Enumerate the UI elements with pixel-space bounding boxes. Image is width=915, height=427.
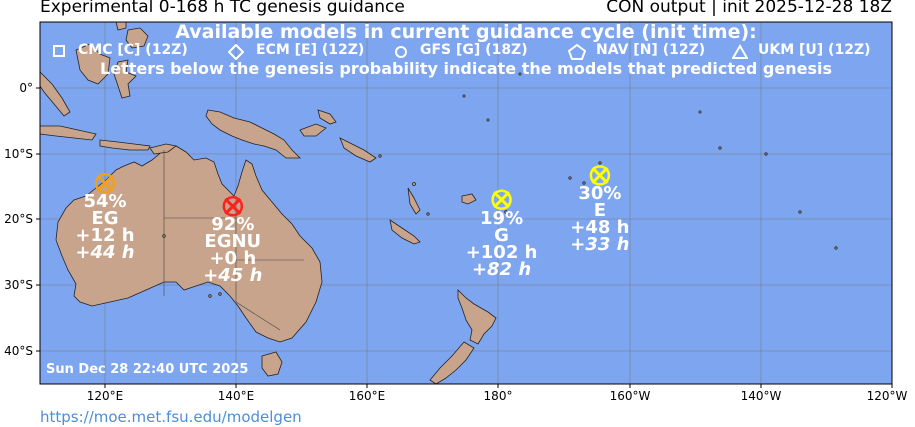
genesis-marker-ring — [94, 173, 116, 194]
sulawesi — [113, 59, 137, 99]
genesis-marker-cross — [224, 197, 242, 215]
genesis-system-label: 54% EG +12 h +44 h — [75, 191, 135, 264]
timestamp: Sun Dec 28 22:40 UTC 2025 — [46, 362, 249, 377]
solomons — [339, 137, 377, 163]
title-right: CON output | init 2025-12-28 18Z — [606, 0, 892, 17]
legend-label: UKM [U] (12Z) — [758, 42, 871, 58]
sumatra — [39, 71, 71, 117]
lon-label: 140°E — [217, 389, 255, 403]
map-frame — [39, 21, 893, 385]
genesis-marker-ring — [222, 196, 244, 217]
genesis-marker-cross — [96, 174, 114, 192]
genesis-markers — [94, 165, 611, 217]
genesis-probability: 92% — [211, 214, 255, 236]
genesis-marker-cross — [591, 166, 609, 184]
pentagon-icon — [568, 44, 586, 60]
lon-label: 160°E — [348, 389, 386, 403]
java — [39, 125, 97, 141]
genesis-lead-time: +0 h — [209, 248, 257, 270]
lon-label: 140°W — [740, 389, 782, 403]
genesis-lead-time-alt: +82 h — [471, 258, 532, 280]
genesis-lead-time-alt: +33 h — [570, 234, 630, 256]
vanuatu — [407, 187, 421, 215]
genesis-models: E — [593, 200, 607, 222]
banner-heading: Available models in current guidance cyc… — [175, 21, 757, 43]
new-britain — [299, 123, 327, 137]
title-left: Experimental 0-168 h TC genesis guidance — [40, 0, 405, 17]
legend-label: ECM [E] (12Z) — [256, 42, 365, 58]
genesis-lead-time: +12 h — [75, 225, 135, 247]
genesis-marker-ring — [589, 165, 611, 186]
nz-south — [429, 341, 475, 385]
new-caledonia — [389, 219, 421, 245]
lat-label: 10°S — [4, 147, 33, 161]
circle-icon — [395, 46, 407, 58]
lon-label: 120°W — [866, 389, 908, 403]
lon-label: 180° — [483, 389, 513, 403]
genesis-lead-time: +48 h — [570, 217, 630, 239]
genesis-models: EG — [91, 208, 119, 230]
triangle-icon — [732, 44, 748, 59]
genesis-probability: 30% — [578, 183, 622, 205]
new-guinea — [205, 109, 301, 159]
genesis-marker-cross — [493, 191, 511, 209]
genesis-lead-time: +102 h — [465, 241, 538, 263]
lat-label: 30°S — [4, 278, 33, 292]
timor — [149, 143, 177, 155]
small-islands — [162, 72, 838, 298]
australia — [55, 145, 323, 343]
square-icon — [53, 45, 65, 57]
lesser-sunda — [99, 139, 151, 151]
genesis-models: EGNU — [204, 231, 262, 253]
genesis-probability: 19% — [480, 207, 524, 229]
landmasses — [39, 21, 497, 385]
lat-label: 40°S — [4, 344, 33, 358]
genesis-lead-time-alt: +45 h — [203, 265, 263, 287]
legend-label: NAV [N] (12Z) — [596, 42, 706, 58]
lon-label: 160°W — [609, 389, 651, 403]
fiji — [461, 193, 477, 205]
legend-label: GFS [G] (18Z) — [420, 42, 528, 58]
nz-north — [457, 289, 497, 345]
genesis-system-label: 92% EGNU +0 h +45 h — [203, 214, 263, 287]
genesis-system-label: 30% E +48 h +33 h — [570, 183, 630, 256]
source-link[interactable]: https://moe.met.fsu.edu/modelgen — [40, 408, 302, 426]
lon-label: 120°E — [86, 389, 124, 403]
new-ireland — [317, 109, 337, 125]
lat-label: 20°S — [4, 212, 33, 226]
borneo — [75, 43, 111, 85]
banner-note: Letters below the genesis probability in… — [99, 59, 833, 78]
genesis-probability: 54% — [83, 191, 127, 213]
genesis-models: G — [494, 224, 509, 246]
tick-marks — [36, 87, 893, 388]
tasmania — [261, 351, 283, 377]
mindanao — [125, 27, 149, 49]
diamond-icon — [228, 44, 244, 60]
genesis-system-label: 19% G +102 h +82 h — [465, 207, 538, 280]
genesis-marker-ring — [491, 189, 512, 210]
state-borders — [163, 150, 304, 331]
lat-label: 0° — [19, 81, 33, 95]
genesis-lead-time-alt: +44 h — [75, 242, 135, 264]
legend-label: CMC [C] (12Z) — [78, 42, 188, 58]
